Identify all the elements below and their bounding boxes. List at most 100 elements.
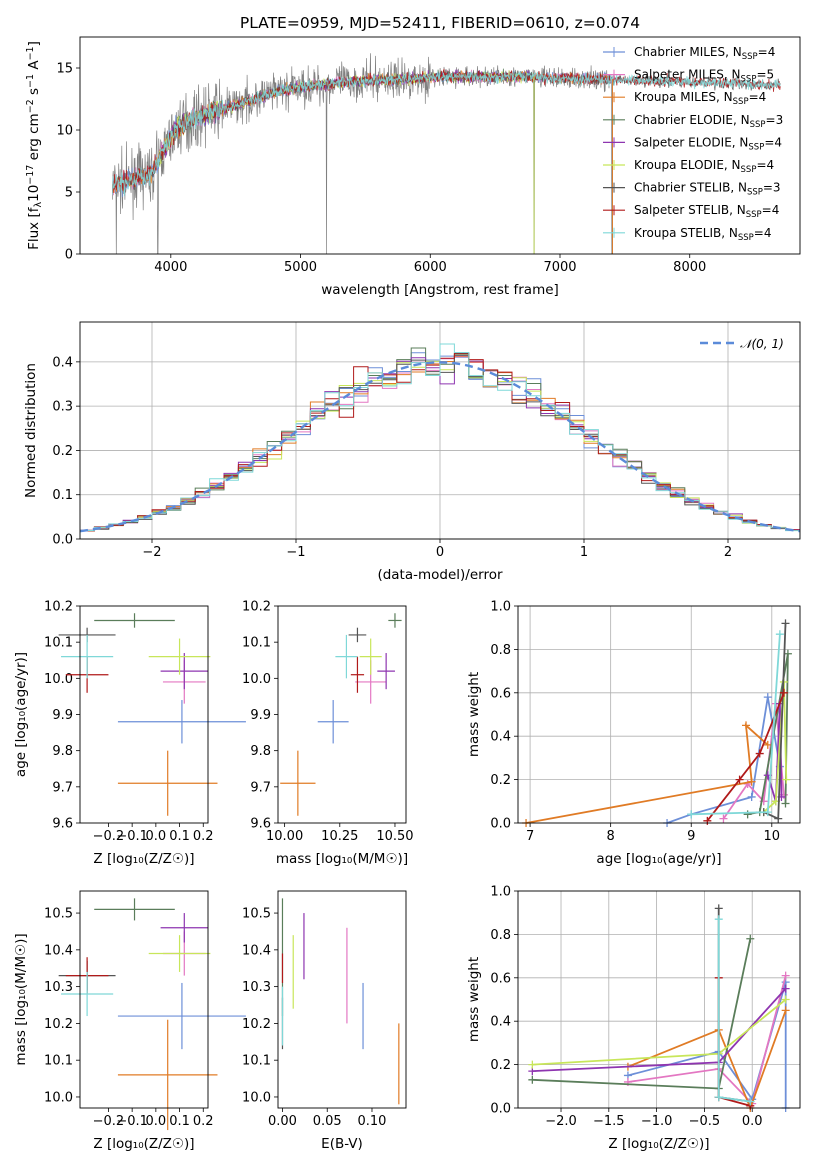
x-tick-label: 7000	[543, 260, 576, 275]
weight-line-kroupa_stelib	[691, 634, 781, 816]
y-tick-label: 9.6	[250, 817, 271, 832]
y-tick-label: 0.4	[490, 730, 511, 745]
spectrum-frame	[79, 36, 801, 255]
legend-entry: Kroupa STELIB, NSSP=4	[634, 226, 772, 243]
mass_vs_Z-frame	[79, 890, 209, 1109]
weight-marker-kroupa_miles	[763, 740, 772, 749]
weight-line-kroupa_miles	[627, 1010, 787, 1111]
weight-marker-salpeter_miles	[719, 814, 728, 823]
y-tick-label: 9.7	[250, 780, 271, 795]
x-tick-label: −1.5	[593, 1114, 625, 1129]
legend-entry-part: =4	[754, 226, 772, 240]
y-tick-label: 5	[65, 186, 73, 201]
y-axis-label-part: s	[26, 88, 42, 99]
legend-entry-part: Salpeter MILES, N	[634, 68, 741, 82]
legend-entry-part: Kroupa ELODIE, N	[634, 158, 741, 172]
age_vs_Z-axes: −0.2−0.10.0 0.1 0.2 9.6 9.7 9.8 9.9 10.0 10.1 10.…	[44, 600, 214, 845]
y-tick-label: 1.0	[490, 600, 511, 615]
x-tick-label: 5000	[284, 260, 317, 275]
y-tick-label: 0.6	[490, 971, 511, 986]
model-spectrum-chabrier_stelib	[112, 70, 781, 192]
y-tick-label: 10.1	[44, 1054, 73, 1069]
y-tick-label: 9.6	[52, 817, 73, 832]
legend-entry-part: =4	[764, 135, 782, 149]
legend-entry-part: Kroupa MILES, N	[634, 90, 733, 104]
y-tick-label: 10.0	[44, 1090, 73, 1105]
weight-line-kroupa_elodie	[763, 681, 788, 813]
x-tick-label: 0.2	[193, 829, 214, 844]
legend-entry-part: =4	[762, 203, 780, 217]
y-tick-label: 0.4	[490, 1015, 511, 1030]
residual-histograms	[80, 343, 800, 539]
y-tick-label: 10.1	[44, 636, 73, 651]
y-tick-label: 9.7	[52, 780, 73, 795]
age_vs_mass-axes: 10.00 10.25 10.50 9.6 9.7 9.8 9.9 10.0 10.1 10.2	[242, 600, 414, 845]
y-tick-label: 0.4	[52, 355, 73, 370]
legend-entry-part: SSP	[741, 75, 757, 85]
spectrum-axes: 4000 5000 6000 7000 8000 0 5 10 15	[56, 62, 706, 276]
weight-marker-kroupa_elodie	[528, 1060, 537, 1069]
y-tick-label: 10.2	[44, 600, 73, 615]
weight-marker-chabrier_elodie	[746, 934, 755, 943]
x-tick-label: 10	[764, 829, 781, 844]
residuals-frame	[79, 321, 801, 540]
x-tick-label: −0.1	[116, 1114, 148, 1129]
x-tick-label: −2	[142, 545, 161, 560]
legend-entry-part: =5	[756, 68, 774, 82]
mass_vs_ebv-axes: 0.00 0.05 0.10 10.0 10.1 10.2 10.3 10.4 10.5	[242, 907, 386, 1129]
legend-entry-part: SSP	[746, 210, 762, 220]
x-tick-label: 10.25	[321, 829, 358, 844]
weight-marker-kroupa_miles	[742, 721, 751, 730]
weight-line-salpeter_miles	[627, 975, 787, 1106]
weight-marker-chabrier_miles	[763, 693, 772, 702]
legend-entry-part: =3	[763, 181, 781, 195]
y-tick-label: 0.2	[52, 444, 73, 459]
y-tick-label: 10.5	[44, 907, 73, 922]
y-tick-label: 0.8	[490, 928, 511, 943]
weight-marker-salpeter_stelib	[755, 749, 764, 758]
spectrum-lines	[112, 53, 781, 254]
y-tick-label: 0.2	[490, 1058, 511, 1073]
x-tick-label: 8	[607, 829, 615, 844]
weight-marker-chabrier_elodie	[781, 799, 790, 808]
legend-entry: Salpeter MILES, NSSP=5	[634, 68, 774, 85]
weight-line-salpeter_stelib	[706, 692, 785, 822]
x-axis-label: age [log₁₀(age/yr)]	[596, 851, 721, 867]
legend-entry-part: Chabrier STELIB, N	[634, 181, 747, 195]
weight-line-chabrier_miles	[627, 981, 787, 1108]
mass_weight_vs_age-frame	[517, 605, 801, 824]
weight-marker-chabrier_stelib	[714, 904, 723, 913]
y-tick-label: 10.1	[242, 636, 271, 651]
x-axis-label: mass [log₁₀(M/M☉)]	[276, 851, 408, 867]
x-tick-label: 10.00	[266, 829, 303, 844]
y-axis-label: mass weight	[466, 957, 482, 1042]
age_vs_Z-points	[58, 613, 246, 816]
weight-marker-chabrier_miles	[747, 792, 756, 801]
y-tick-label: 10.5	[242, 907, 271, 922]
x-tick-label: 8000	[673, 260, 706, 275]
weight-line-chabrier_miles	[666, 696, 781, 824]
y-tick-label: 10.2	[44, 1017, 73, 1032]
y-tick-label: 9.9	[52, 708, 73, 723]
weight-marker-salpeter_stelib	[703, 816, 712, 825]
x-tick-label: −1	[286, 545, 305, 560]
legend-entry: Salpeter ELODIE, NSSP=4	[634, 135, 782, 152]
y-axis-label-part: A	[26, 60, 42, 74]
weight-marker-salpeter_stelib	[735, 775, 744, 784]
mass_weight_vs_Z-frame	[517, 890, 801, 1109]
y-axis-label-part: −17	[25, 165, 36, 185]
x-axis-label: (data-model)/error	[377, 567, 503, 583]
y-axis-label: mass weight	[466, 672, 482, 757]
y-tick-label: 9.9	[250, 708, 271, 723]
y-tick-label: 10.2	[242, 600, 271, 615]
age_vs_mass-frame	[277, 605, 407, 824]
y-tick-label: 10	[56, 124, 73, 139]
legend-entry-part: =4	[756, 158, 774, 172]
x-axis-label: E(B-V)	[321, 1136, 363, 1152]
normal-curve	[80, 361, 800, 533]
legend-entry-part: Salpeter STELIB, N	[634, 203, 746, 217]
x-tick-label: −1.0	[641, 1114, 673, 1129]
weight-marker-salpeter_stelib	[779, 688, 788, 697]
